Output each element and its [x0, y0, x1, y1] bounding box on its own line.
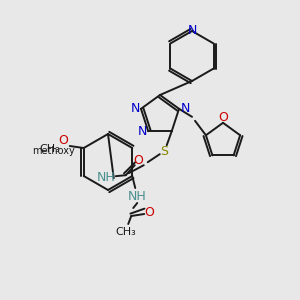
Text: N: N [180, 102, 190, 115]
Text: O: O [133, 154, 143, 167]
Text: S: S [160, 145, 168, 158]
Text: N: N [130, 102, 140, 115]
Text: methoxy: methoxy [32, 146, 75, 156]
Text: NH: NH [96, 171, 115, 184]
Text: O: O [58, 134, 68, 146]
Text: NH: NH [128, 190, 147, 202]
Text: CH₃: CH₃ [39, 144, 60, 154]
Text: O: O [218, 111, 228, 124]
Text: CH₃: CH₃ [116, 227, 136, 237]
Text: N: N [187, 25, 197, 38]
Text: O: O [144, 206, 154, 220]
Text: N: N [138, 125, 147, 138]
